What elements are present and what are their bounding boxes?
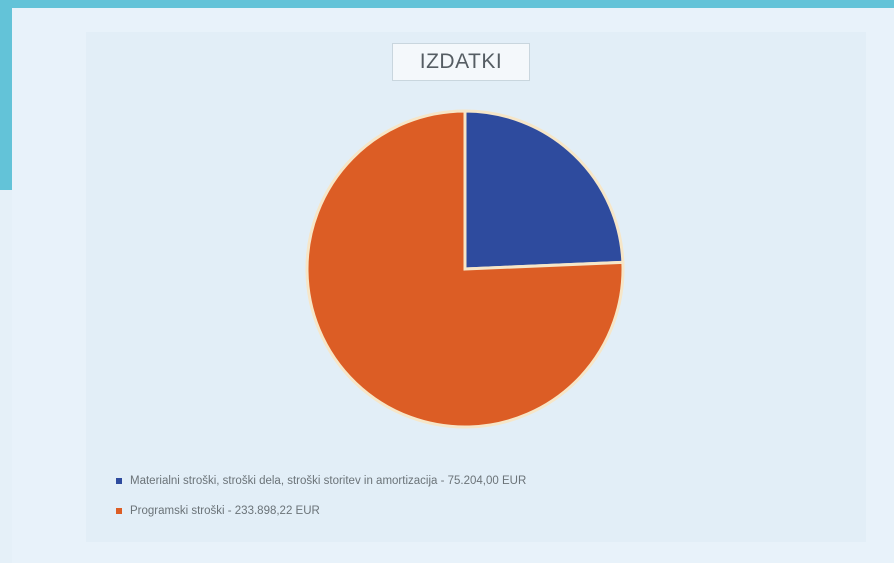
legend-text: Materialni stroški, stroški dela, strošk… <box>130 475 527 487</box>
legend-text: Programski stroški - 233.898,22 EUR <box>130 505 320 517</box>
pie-slice-0 <box>463 109 625 271</box>
legend-marker-0 <box>116 478 122 484</box>
pie-slice-1 <box>305 109 625 429</box>
chart-title: IZDATKI <box>392 43 530 81</box>
legend-marker-1 <box>116 508 122 514</box>
legend-item: Materialni stroški, stroški dela, strošk… <box>116 470 856 492</box>
chart-title-text: IZDATKI <box>419 50 503 73</box>
chart-legend: Materialni stroški, stroški dela, strošk… <box>116 470 856 530</box>
legend-item: Programski stroški - 233.898,22 EUR <box>116 500 856 522</box>
